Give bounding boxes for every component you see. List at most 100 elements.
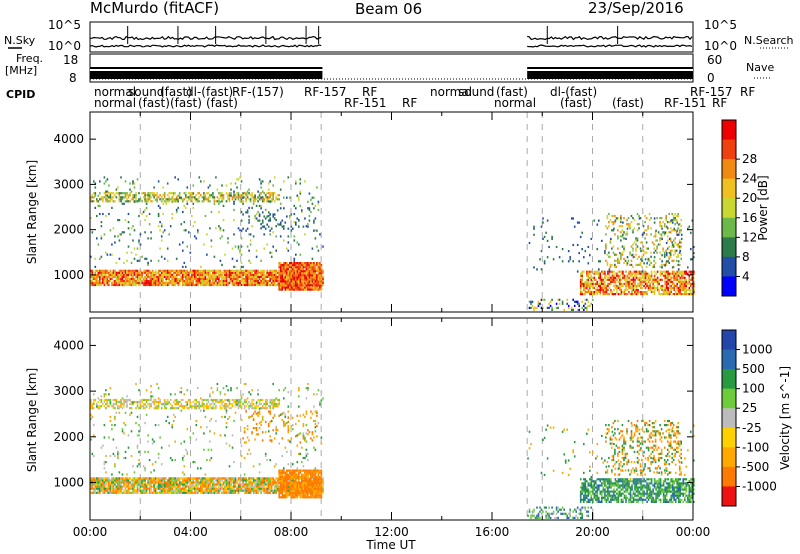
range-cell [182,275,184,278]
range-cell [668,221,670,224]
range-cell [139,489,142,492]
range-cell [295,270,297,273]
range-cell [228,271,231,274]
range-cell [234,491,237,494]
range-cell [642,233,645,236]
range-cell [667,282,669,285]
range-cell [586,282,588,285]
range-cell [652,291,654,294]
range-cell [230,273,232,276]
range-cell [242,477,244,480]
range-cell [112,273,115,276]
range-cell [620,272,623,275]
range-cell [236,487,238,490]
range-cell [203,283,205,287]
range-cell [258,281,261,285]
range-cell [200,279,202,283]
range-cell [242,194,244,197]
range-cell [279,286,282,289]
range-cell [141,483,143,486]
range-cell [675,249,678,252]
range-cell [275,275,277,278]
range-cell [587,284,590,288]
range-cell [669,253,672,256]
range-cell [126,251,128,254]
range-cell [139,483,142,486]
range-cell [240,237,243,240]
range-cell [192,192,195,195]
range-cell [287,489,290,492]
range-cell [254,217,256,220]
range-cell [200,180,202,183]
range-cell [663,225,666,228]
range-cell [129,194,131,197]
range-cell [308,278,311,281]
range-cell [308,286,311,289]
range-cell [581,248,583,251]
range-cell [270,200,273,203]
range-cell [206,477,208,480]
range-cell [198,273,201,276]
range-cell [147,198,149,201]
range-cell [103,405,106,408]
range-cell [172,194,175,197]
range-cell [166,481,169,484]
range-cell [186,485,189,488]
range-cell [269,196,271,199]
range-cell [160,407,163,410]
range-cell [127,485,130,488]
range-cell [153,277,155,280]
range-cell [310,268,312,271]
range-cell [237,283,240,287]
range-cell [581,272,583,275]
range-cell [157,481,160,484]
range-cell [136,485,139,488]
range-cell [592,291,594,294]
range-cell [307,270,309,273]
range-cell [97,489,100,492]
range-cell [90,196,92,199]
range-cell [103,479,106,482]
range-cell [206,279,208,283]
range-cell [622,270,624,273]
range-cell [147,196,149,199]
range-cell [604,270,606,273]
range-cell [180,398,183,402]
range-cell [598,219,600,222]
range-cell [99,485,101,488]
range-cell [90,275,92,278]
range-cell [142,489,145,492]
range-cell [314,280,317,283]
range-cell [185,489,187,492]
range-cell [604,293,606,296]
range-cell [295,286,297,289]
range-cell [552,258,555,261]
range-cell [115,487,118,490]
range-cell [222,283,225,287]
range-cell [276,481,279,484]
range-cell [121,273,124,276]
range-cell [248,487,250,490]
cpid-row1-label: normal [94,85,136,99]
range-cell [195,483,198,486]
cpid-row1-label: dl-(fast) [550,85,597,99]
range-cell [228,281,231,285]
range-cell [178,485,181,488]
range-cell [679,288,681,292]
range-cell [252,281,255,285]
range-cell [662,231,664,234]
range-cell [207,273,210,276]
range-cell [133,247,136,250]
range-cell [147,477,149,480]
range-cell [608,270,611,273]
range-cell [123,261,125,264]
range-cell [641,286,644,290]
range-cell [145,489,148,492]
range-cell [273,479,276,482]
range-cell [188,479,190,482]
range-cell [132,239,134,242]
range-cell [650,217,652,220]
range-cell [634,282,636,285]
range-cell [185,265,187,268]
range-cell [150,281,152,285]
